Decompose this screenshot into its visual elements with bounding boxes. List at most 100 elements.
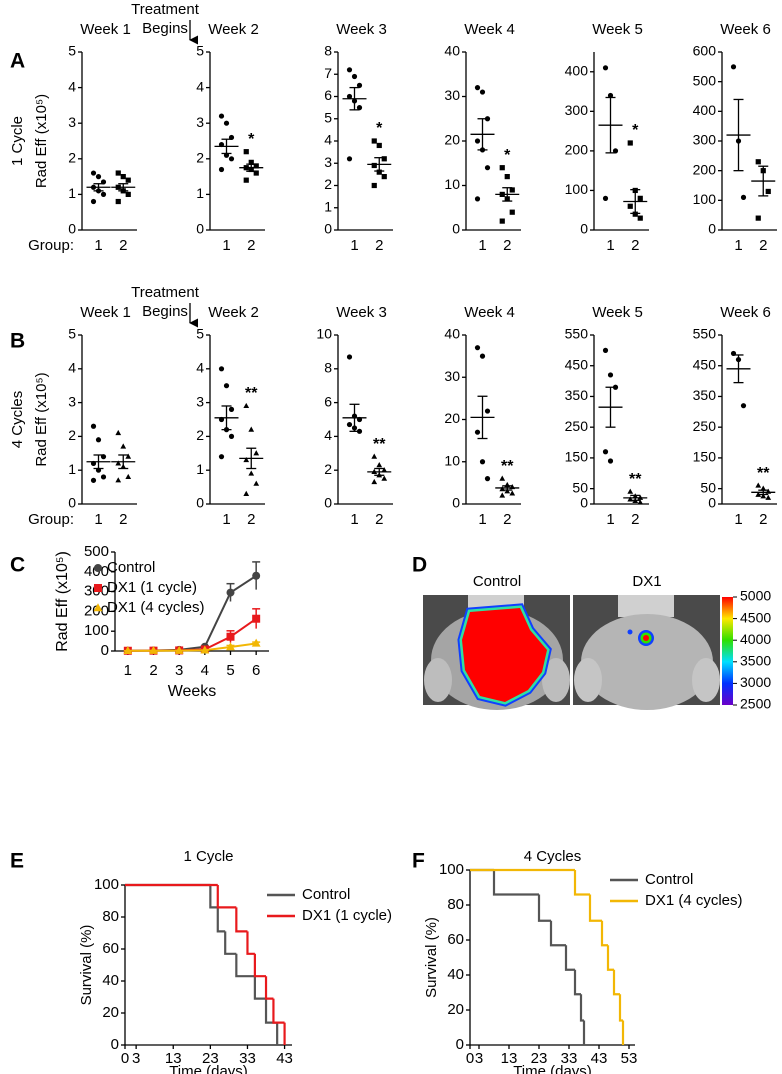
data-point xyxy=(115,460,122,466)
survival-step xyxy=(209,885,218,909)
survival-step xyxy=(564,945,575,971)
x-tick-label: 1 xyxy=(606,511,614,528)
data-point xyxy=(351,73,358,80)
y-axis-label: Rad Eff (x10⁵) xyxy=(33,372,50,466)
data-point xyxy=(479,89,486,95)
y-tick-label: 6 xyxy=(324,87,332,103)
panel-label: B xyxy=(10,330,25,353)
y-tick-label: 1 xyxy=(196,461,204,477)
y-tick-label: 0 xyxy=(68,495,76,511)
y-tick-label: 4 xyxy=(324,132,332,148)
data-point xyxy=(218,366,225,372)
data-point xyxy=(346,421,353,428)
x-tick-label: 1 xyxy=(222,237,230,254)
colorbar-label: 3500 xyxy=(740,653,771,669)
y-tick-label: 10 xyxy=(444,452,460,468)
data-point xyxy=(149,645,158,654)
colorbar-label: 3000 xyxy=(740,674,771,690)
data-point xyxy=(484,476,491,482)
y-tick-label: 3 xyxy=(68,393,76,409)
data-point xyxy=(248,159,254,165)
data-point xyxy=(253,480,260,486)
chart-title: Week 4 xyxy=(464,304,515,321)
data-point xyxy=(755,482,762,488)
data-point xyxy=(100,191,107,197)
x-tick-label: 2 xyxy=(119,237,127,254)
data-point xyxy=(115,198,121,205)
chart-title: Week 5 xyxy=(592,21,643,38)
chart-title: 4 Cycles xyxy=(524,848,582,865)
data-point xyxy=(376,169,382,175)
y-tick-label: 1 xyxy=(68,461,76,477)
x-tick-label: 2 xyxy=(503,237,511,254)
chart-title: 1 Cycle xyxy=(183,848,233,865)
data-point xyxy=(115,170,121,176)
data-point xyxy=(760,493,767,499)
y-tick-label: 60 xyxy=(102,940,119,957)
survival-step xyxy=(600,920,608,947)
data-point xyxy=(376,142,382,149)
y-tick-label: 350 xyxy=(693,387,717,403)
y-tick-label: 3 xyxy=(68,114,76,130)
y-tick-label: 8 xyxy=(324,43,332,59)
data-point xyxy=(253,170,259,176)
y-tick-label: 0 xyxy=(324,221,332,237)
data-point xyxy=(740,194,747,200)
data-point xyxy=(602,347,609,353)
data-point xyxy=(346,156,353,162)
survival-step xyxy=(579,994,584,1022)
y-tick-label: 60 xyxy=(447,931,464,948)
chart-title: Week 6 xyxy=(720,21,771,38)
x-tick-label: 1 xyxy=(350,237,358,254)
y-tick-label: 4 xyxy=(196,360,204,376)
data-point xyxy=(125,191,131,197)
x-tick-label: 3 xyxy=(475,1050,483,1067)
data-point xyxy=(612,148,619,154)
y-tick-label: 1 xyxy=(68,185,76,201)
data-point xyxy=(371,478,378,485)
survival-step xyxy=(573,969,581,996)
data-point xyxy=(243,490,250,496)
y-tick-label: 20 xyxy=(447,1001,464,1018)
y-tick-label: 4 xyxy=(68,360,76,376)
x-tick-label: 43 xyxy=(276,1050,293,1067)
survival-step xyxy=(549,920,566,947)
chart-title: Week 1 xyxy=(80,21,131,38)
data-point xyxy=(765,188,771,195)
data-point xyxy=(226,642,235,651)
x-tick-label: 0 xyxy=(466,1050,474,1067)
y-tick-label: 3 xyxy=(196,114,204,130)
y-tick-label: 7 xyxy=(324,65,332,81)
y-tick-label: 4 xyxy=(196,78,204,94)
data-point xyxy=(381,467,388,473)
data-point xyxy=(755,215,761,221)
survival-step xyxy=(612,969,620,996)
data-point xyxy=(637,215,643,221)
data-point xyxy=(474,85,481,91)
survival-step xyxy=(573,870,590,896)
survival-step xyxy=(588,894,602,922)
data-point xyxy=(356,105,363,111)
x-tick-label: 1 xyxy=(478,511,486,528)
y-tick-label: 0 xyxy=(324,495,332,511)
data-point xyxy=(218,166,225,173)
x-tick-label: 2 xyxy=(759,237,767,254)
survival-step xyxy=(216,907,226,933)
significance: ** xyxy=(373,436,386,453)
y-tick-label: 20 xyxy=(102,1004,119,1021)
data-point xyxy=(251,638,261,647)
data-point xyxy=(125,177,131,183)
legend-label: DX1 (1 cycle) xyxy=(302,907,392,924)
group-label: Group: xyxy=(28,237,74,254)
chart-title: Week 2 xyxy=(208,304,259,321)
x-tick-label: 13 xyxy=(501,1050,518,1067)
y-tick-label: 40 xyxy=(102,972,119,989)
data-point xyxy=(115,429,122,436)
y-tick-label: 3 xyxy=(196,393,204,409)
y-tick-label: 10 xyxy=(316,326,332,342)
survival-step xyxy=(264,976,274,1000)
data-point xyxy=(243,402,250,409)
legend-label: Control xyxy=(107,559,155,576)
y-tick-label: 400 xyxy=(693,102,717,118)
